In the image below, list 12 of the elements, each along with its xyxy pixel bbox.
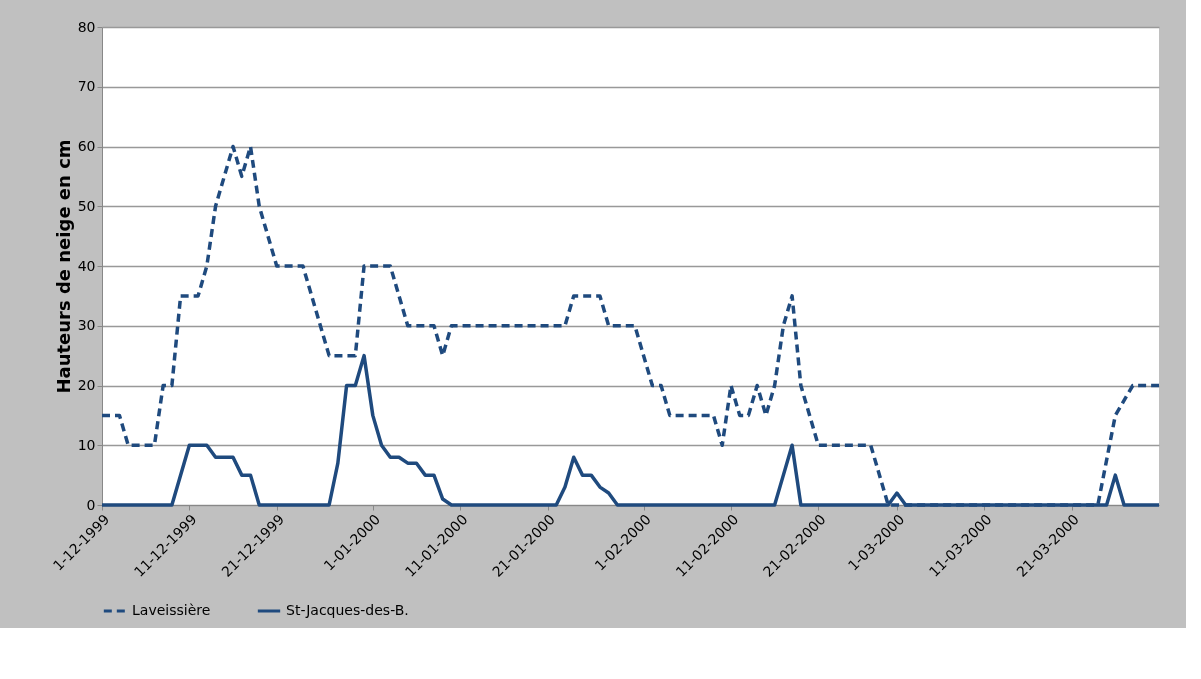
y-tick-label: 30	[77, 317, 96, 334]
legend-label: Laveissière	[132, 602, 211, 618]
y-axis-title: Hauteurs de neige en cm	[52, 139, 74, 394]
y-tick-label: 80	[77, 18, 96, 35]
y-tick-label: 0	[86, 496, 96, 513]
y-tick-label: 20	[77, 377, 96, 393]
y-tick-label: 40	[77, 257, 96, 274]
y-tick-label: 60	[77, 138, 96, 154]
legend-label: St-Jacques-des-B.	[286, 602, 409, 618]
y-tick-label: 50	[77, 197, 96, 214]
y-tick-label: 10	[77, 436, 96, 453]
y-tick-label: 70	[77, 78, 96, 95]
